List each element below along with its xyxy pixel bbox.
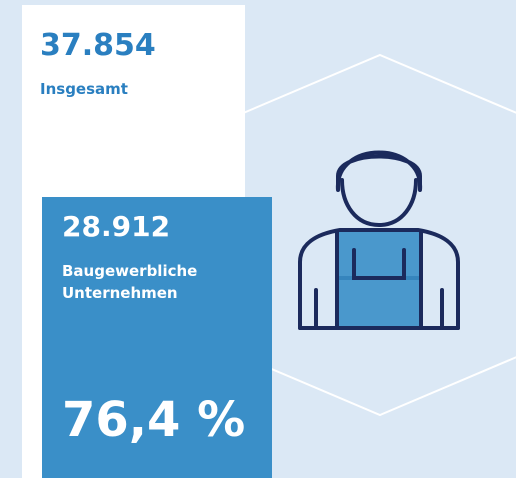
total-value: 37.854	[40, 28, 156, 63]
overall-lines	[298, 230, 460, 330]
segment-value: 28.912	[62, 210, 171, 243]
segment-label: Baugewerbliche	[62, 262, 198, 280]
total-label: Insgesamt	[40, 80, 128, 98]
segment-label: Unternehmen	[62, 284, 178, 302]
segment-share: 76,4 %	[62, 392, 246, 448]
arms	[314, 288, 444, 330]
hair	[335, 150, 423, 192]
body	[298, 228, 460, 330]
blue-panel	[42, 197, 272, 478]
face	[340, 178, 418, 227]
